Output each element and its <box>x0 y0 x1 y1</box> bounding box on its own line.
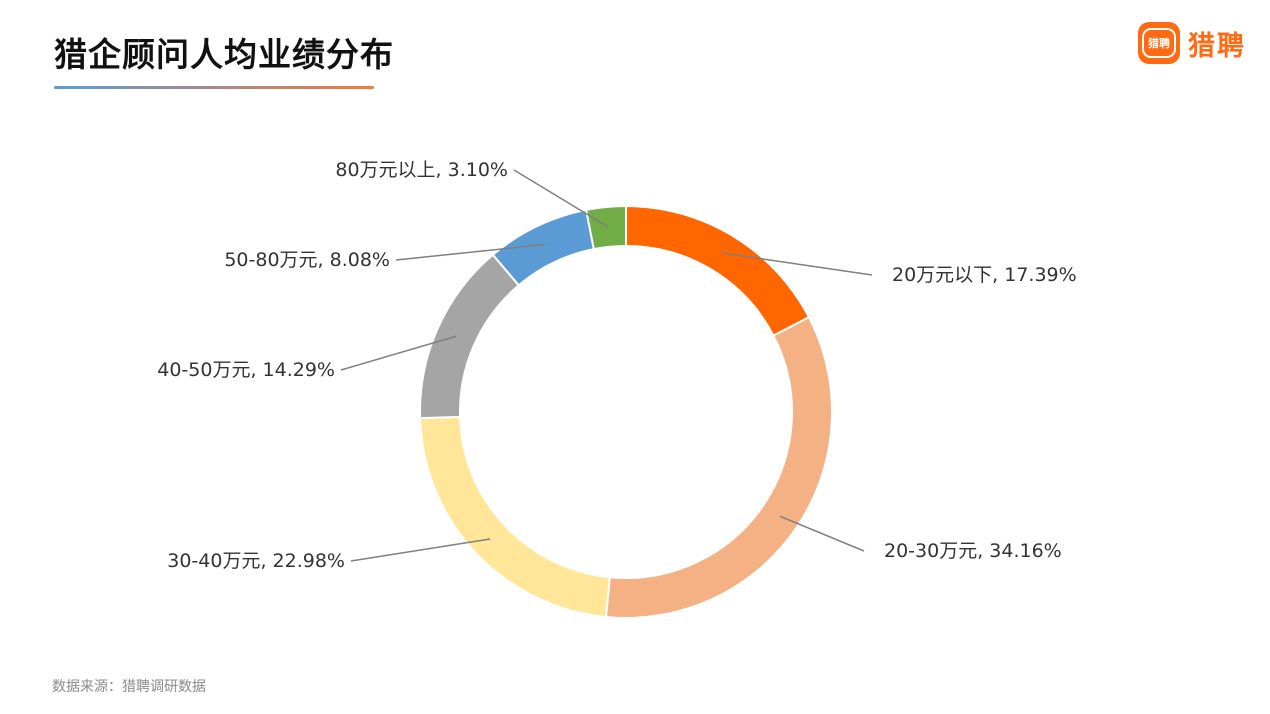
brand-icon-text: 猎聘 <box>1142 28 1176 58</box>
donut-slice-5 <box>584 204 627 251</box>
brand-name: 猎聘 <box>1188 30 1246 62</box>
donut-slice-0 <box>625 204 811 337</box>
data-label-3: 40-50万元, 14.29% <box>157 359 335 381</box>
page-title: 猎企顾问人均业绩分布 <box>54 35 394 74</box>
leader-line-2 <box>350 538 491 562</box>
leader-line-5 <box>513 169 609 228</box>
donut-slice-3 <box>419 253 521 420</box>
data-label-5: 80万元以上, 3.10% <box>335 159 508 181</box>
donut-slice-2 <box>419 415 611 619</box>
title-underline <box>54 86 374 89</box>
data-label-1: 20-30万元, 34.16% <box>884 540 1062 562</box>
brand-logo: 猎聘 猎聘 <box>1138 22 1246 64</box>
leader-line-3 <box>340 335 457 371</box>
brand-icon: 猎聘 <box>1138 22 1180 64</box>
data-label-0: 20万元以下, 17.39% <box>892 264 1077 286</box>
donut-slice-1 <box>604 315 833 619</box>
leader-line-1 <box>779 515 865 552</box>
data-label-2: 30-40万元, 22.98% <box>167 550 345 572</box>
data-source-note: 数据来源：猎聘调研数据 <box>52 679 206 695</box>
leader-line-4 <box>395 243 546 261</box>
leader-line-0 <box>722 252 873 276</box>
data-label-4: 50-80万元, 8.08% <box>224 249 390 271</box>
